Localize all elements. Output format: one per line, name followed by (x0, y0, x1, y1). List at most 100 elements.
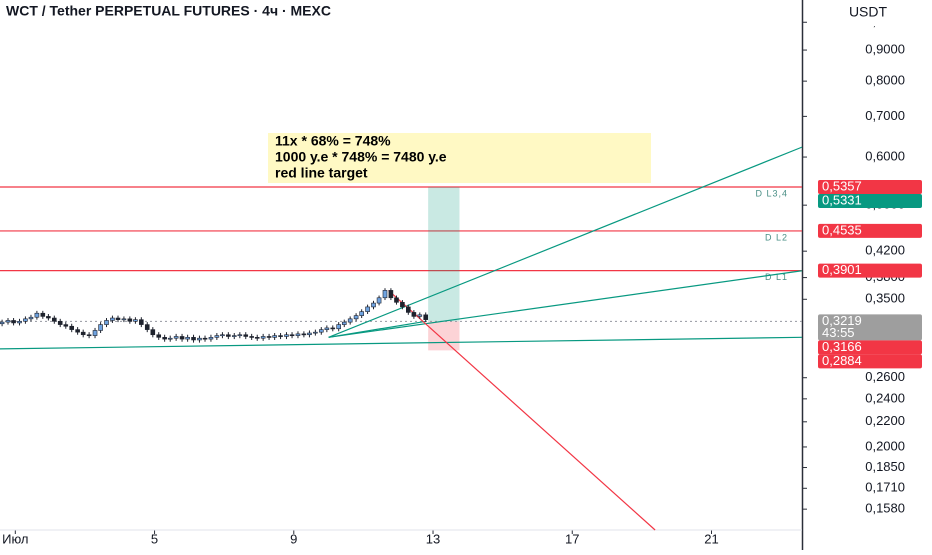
candle-body (40, 312, 46, 317)
candle-body (115, 317, 121, 320)
candle-body (185, 337, 190, 340)
candle-body (266, 336, 272, 338)
price-badge-label: 0,5357 (822, 178, 862, 193)
level-label: D L3,4 (755, 188, 788, 198)
candle-body (301, 333, 307, 336)
x-tick-label: Июл (2, 531, 28, 546)
candle-body (57, 320, 63, 325)
price-badge (818, 193, 922, 208)
y-tick-label: 0,1710 (865, 480, 905, 495)
candle-body (347, 318, 353, 323)
y-tick-label: 0,1850 (865, 459, 905, 474)
candle-body (284, 334, 289, 337)
trendline (0, 336, 803, 350)
candle-body (133, 319, 138, 322)
candle-body (231, 335, 237, 337)
candle-body (400, 302, 405, 308)
price-badge (818, 223, 922, 238)
price-badge-label: 0,4535 (822, 222, 862, 237)
candle-body (226, 334, 231, 337)
y-tick-label: 0,2200 (865, 413, 905, 428)
candle-body (237, 334, 243, 337)
stop-zone (428, 321, 460, 351)
price-badge (818, 179, 922, 194)
candle-body (214, 335, 220, 338)
candle-body (423, 314, 429, 320)
candle-body (5, 320, 11, 323)
candle-body (365, 306, 370, 312)
candle-body (0, 321, 5, 325)
candle-body (318, 329, 324, 333)
price-badge-label: 0,3901 (822, 262, 862, 277)
x-tick-label: 9 (290, 531, 297, 546)
candle-body (324, 327, 330, 330)
candle-body (376, 297, 382, 304)
annotation-text: 1000 у.е * 748% = 7480 у.е (275, 149, 447, 165)
candle-body (75, 329, 80, 333)
price-badge-label: 0,3219 (822, 313, 862, 328)
title-bg (0, 0, 640, 24)
price-badge (818, 340, 922, 355)
price-badge (818, 263, 922, 278)
y-tick-label: 0,3500 (865, 291, 905, 306)
annotation-text: 11x * 68% = 748% (275, 133, 391, 149)
candle-body (406, 306, 411, 313)
candle-body (63, 324, 69, 327)
candle-body (336, 324, 341, 330)
level-label: D L2 (765, 232, 788, 242)
candle-body (289, 334, 295, 337)
candle-body (411, 312, 417, 317)
price-badge-label: 0,5331 (822, 192, 862, 207)
candle-body (110, 317, 115, 321)
candle-body (341, 321, 347, 325)
candle-body (243, 334, 249, 337)
chart-title: WCT / Tether PERPETUAL FUTURES · 4ч · ME… (6, 3, 331, 19)
candle-body (28, 316, 34, 320)
candle-body (272, 335, 277, 338)
candle-body (307, 332, 312, 336)
annotation-text: red line target (275, 165, 368, 181)
price-badge (818, 314, 922, 341)
y-tick-label: 0,2400 (865, 390, 905, 405)
candle-body (417, 314, 423, 317)
candle-body (359, 311, 364, 316)
target-zone (428, 186, 460, 322)
candle-body (191, 337, 196, 341)
unit-bg (808, 0, 932, 26)
candle-body (249, 336, 254, 338)
candle-body (208, 337, 214, 340)
candle-body (371, 302, 376, 308)
candle-body (98, 324, 103, 331)
candle-body (382, 290, 388, 299)
countdown: 43:55 (822, 325, 855, 340)
candle-body (17, 320, 22, 324)
y-tick-label: 0,1580 (865, 501, 905, 516)
y-tick-label: 0,7000 (865, 108, 905, 123)
level-label: D L1 (765, 272, 788, 282)
candle-body (69, 325, 75, 330)
candle-body (202, 337, 208, 340)
candle-body (86, 334, 92, 337)
x-tick-label: 21 (704, 531, 718, 546)
annotation-box (268, 133, 651, 183)
price-badge (818, 354, 922, 369)
candle-body (11, 320, 16, 324)
candle-body (139, 319, 144, 325)
candle-body (353, 315, 359, 320)
candle-body (46, 316, 51, 319)
candle-body (295, 333, 301, 336)
y-tick-label: 0,9000 (865, 41, 905, 56)
candle-body (52, 317, 57, 322)
trendline (328, 146, 803, 338)
candle-body (156, 334, 162, 338)
candle-body (150, 329, 156, 336)
candle-body (104, 320, 109, 325)
trendline (388, 289, 656, 531)
candle-body (167, 337, 173, 340)
candle-body (220, 334, 225, 337)
candle-body (254, 337, 260, 339)
candle-body (121, 318, 127, 321)
candle-body (127, 318, 133, 322)
candle-body (162, 337, 167, 340)
